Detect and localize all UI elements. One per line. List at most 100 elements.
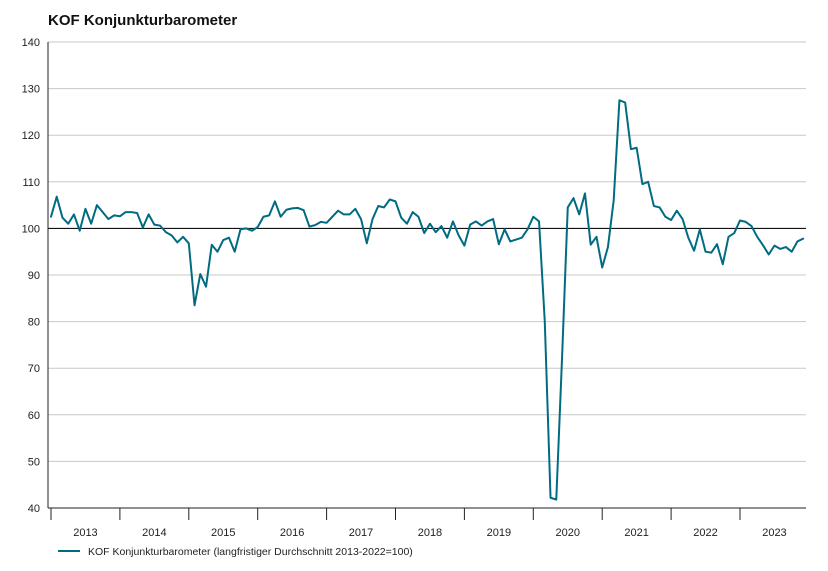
data-point — [429, 223, 431, 225]
data-point — [475, 220, 477, 222]
data-point — [457, 234, 459, 236]
data-point — [653, 205, 655, 207]
data-point — [538, 220, 540, 222]
data-point — [107, 218, 109, 220]
data-point — [469, 223, 471, 225]
data-point — [389, 198, 391, 200]
x-tick-label-2014: 2014 — [142, 527, 166, 539]
legend-label: KOF Konjunkturbarometer (langfristiger D… — [88, 546, 413, 558]
data-point — [446, 237, 448, 239]
data-point — [268, 214, 270, 216]
data-point — [142, 226, 144, 228]
data-point — [739, 219, 741, 221]
data-point — [641, 183, 643, 185]
data-point — [412, 211, 414, 213]
data-point — [498, 243, 500, 245]
data-point — [119, 215, 121, 217]
y-tick-label-60: 60 — [28, 410, 40, 422]
y-tick-label-130: 130 — [22, 84, 40, 96]
data-point — [56, 196, 58, 198]
data-point — [124, 211, 126, 213]
data-point — [291, 207, 293, 209]
data-point — [84, 208, 86, 210]
data-point — [130, 211, 132, 213]
grid-lines — [48, 41, 806, 509]
data-point — [371, 218, 373, 220]
data-point — [802, 237, 804, 239]
data-point — [320, 221, 322, 223]
data-point — [647, 181, 649, 183]
data-point — [79, 230, 81, 232]
data-point — [314, 224, 316, 226]
x-tick-label-2017: 2017 — [349, 527, 373, 539]
data-point — [544, 320, 546, 322]
data-point — [722, 263, 724, 265]
data-point — [727, 236, 729, 238]
data-point — [790, 251, 792, 253]
x-tick-label-2021: 2021 — [624, 527, 648, 539]
data-point — [492, 218, 494, 220]
data-point — [693, 250, 695, 252]
data-point — [607, 246, 609, 248]
data-point — [762, 244, 764, 246]
data-point — [785, 246, 787, 248]
data-point — [676, 209, 678, 211]
data-point — [222, 239, 224, 241]
data-point — [377, 205, 379, 207]
data-point — [193, 304, 195, 306]
data-point — [658, 206, 660, 208]
data-point — [796, 240, 798, 242]
data-point — [549, 497, 551, 499]
data-point — [136, 212, 138, 214]
data-point — [463, 244, 465, 246]
data-point — [360, 218, 362, 220]
data-point — [308, 225, 310, 227]
data-point — [532, 216, 534, 218]
data-point — [768, 253, 770, 255]
x-tick-label-2023: 2023 — [762, 527, 786, 539]
data-point — [567, 206, 569, 208]
data-point — [61, 216, 63, 218]
data-point — [503, 228, 505, 230]
data-point — [73, 213, 75, 215]
data-point — [750, 225, 752, 227]
data-point — [745, 221, 747, 223]
data-point — [584, 192, 586, 194]
data-point — [383, 206, 385, 208]
data-point — [624, 101, 626, 103]
x-tick-label-2013: 2013 — [73, 527, 97, 539]
data-point — [159, 224, 161, 226]
y-tick-label-90: 90 — [28, 270, 40, 282]
data-point — [343, 213, 345, 215]
data-point — [199, 273, 201, 275]
data-point — [590, 244, 592, 246]
data-point — [733, 232, 735, 234]
data-point — [257, 226, 259, 228]
data-point — [90, 223, 92, 225]
data-point — [302, 209, 304, 211]
data-point — [101, 211, 103, 213]
series-line-kof-barometer — [50, 99, 805, 501]
series-lines — [50, 99, 805, 501]
data-point — [239, 228, 241, 230]
data-point — [779, 248, 781, 250]
data-point — [188, 242, 190, 244]
data-point — [716, 243, 718, 245]
data-point — [595, 236, 597, 238]
data-point — [434, 231, 436, 233]
data-point — [630, 148, 632, 150]
x-tick-label-2018: 2018 — [418, 527, 442, 539]
data-point — [699, 228, 701, 230]
y-tick-label-80: 80 — [28, 317, 40, 329]
data-point — [681, 218, 683, 220]
data-point — [773, 244, 775, 246]
data-point — [211, 244, 213, 246]
data-point — [165, 231, 167, 233]
data-point — [170, 234, 172, 236]
data-point — [337, 209, 339, 211]
x-tick-label-2020: 2020 — [556, 527, 580, 539]
data-point — [366, 242, 368, 244]
data-point — [417, 216, 419, 218]
